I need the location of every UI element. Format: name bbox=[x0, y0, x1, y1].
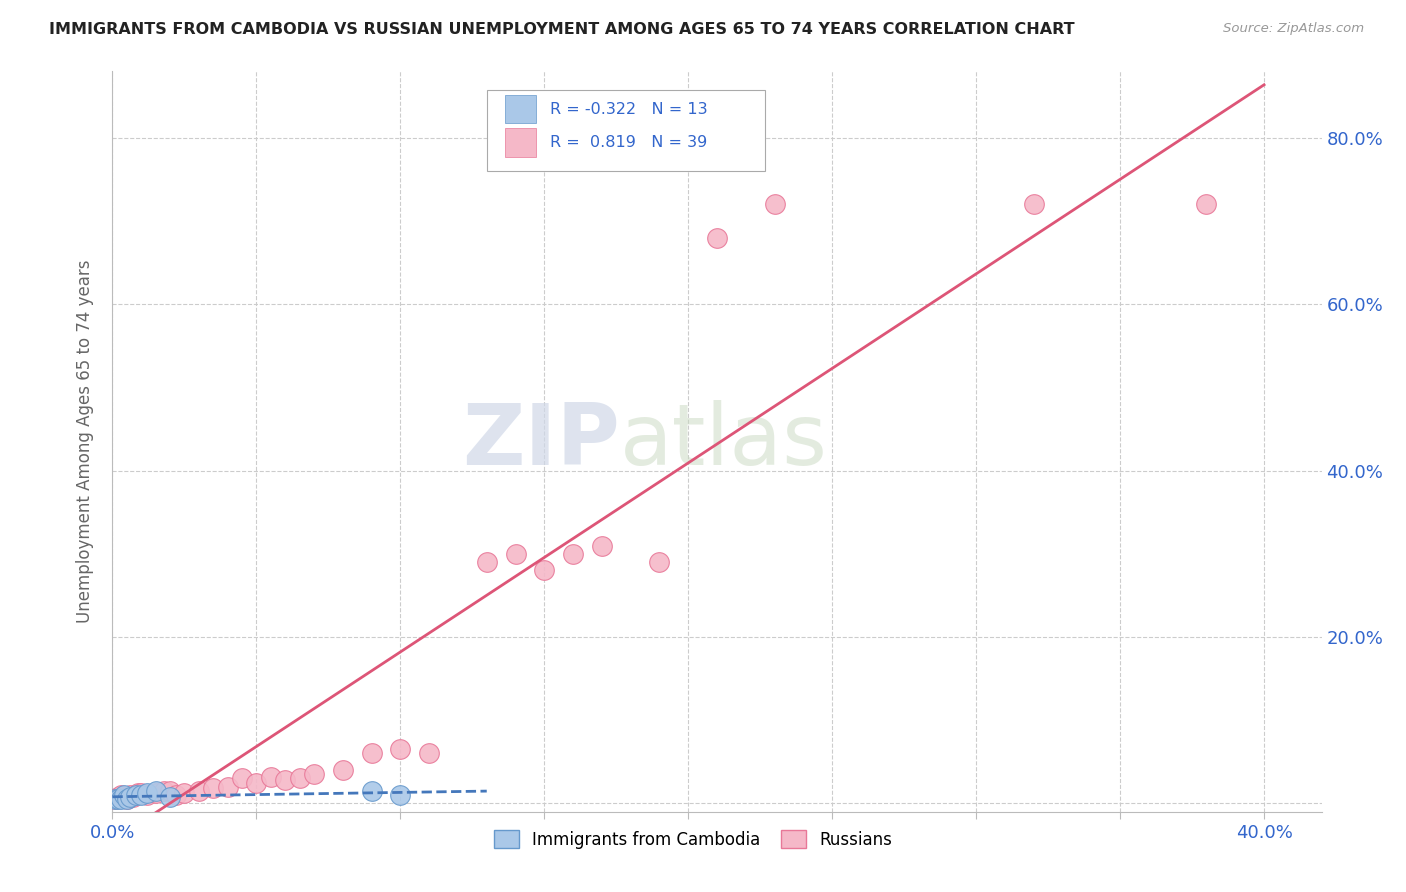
Point bbox=[110, 792, 132, 806]
Y-axis label: Unemployment Among Ages 65 to 74 years: Unemployment Among Ages 65 to 74 years bbox=[76, 260, 94, 624]
Point bbox=[112, 788, 135, 802]
Point bbox=[165, 788, 187, 802]
Point bbox=[302, 767, 325, 781]
Point bbox=[136, 786, 159, 800]
Text: R =  0.819   N = 39: R = 0.819 N = 39 bbox=[550, 135, 707, 150]
Point bbox=[118, 788, 141, 802]
Point bbox=[136, 788, 159, 802]
Point bbox=[706, 231, 728, 245]
FancyBboxPatch shape bbox=[506, 95, 536, 123]
Point bbox=[115, 792, 138, 806]
Point bbox=[274, 773, 297, 788]
FancyBboxPatch shape bbox=[488, 90, 765, 171]
Point bbox=[1022, 197, 1045, 211]
Text: Source: ZipAtlas.com: Source: ZipAtlas.com bbox=[1223, 22, 1364, 36]
Text: IMMIGRANTS FROM CAMBODIA VS RUSSIAN UNEMPLOYMENT AMONG AGES 65 TO 74 YEARS CORRE: IMMIGRANTS FROM CAMBODIA VS RUSSIAN UNEM… bbox=[49, 22, 1074, 37]
Point bbox=[121, 789, 143, 804]
Point bbox=[418, 747, 440, 761]
Text: R = -0.322   N = 13: R = -0.322 N = 13 bbox=[550, 102, 707, 117]
Point bbox=[202, 781, 225, 796]
Point bbox=[389, 788, 412, 802]
Point bbox=[389, 742, 412, 756]
Point bbox=[159, 784, 181, 798]
Text: ZIP: ZIP bbox=[463, 400, 620, 483]
Text: atlas: atlas bbox=[620, 400, 828, 483]
Point bbox=[107, 792, 129, 806]
FancyBboxPatch shape bbox=[506, 128, 536, 156]
Point bbox=[104, 792, 127, 806]
Point bbox=[562, 547, 585, 561]
Legend: Immigrants from Cambodia, Russians: Immigrants from Cambodia, Russians bbox=[488, 823, 898, 855]
Point bbox=[104, 792, 127, 806]
Point bbox=[591, 539, 613, 553]
Point bbox=[129, 786, 152, 800]
Point bbox=[129, 788, 152, 802]
Point bbox=[260, 770, 283, 784]
Point bbox=[145, 784, 167, 798]
Point bbox=[124, 788, 146, 802]
Point bbox=[332, 763, 354, 777]
Point bbox=[107, 789, 129, 804]
Point bbox=[360, 784, 382, 798]
Point bbox=[173, 786, 195, 800]
Point bbox=[763, 197, 786, 211]
Point bbox=[153, 784, 176, 798]
Point bbox=[127, 786, 149, 800]
Point bbox=[648, 555, 671, 569]
Point bbox=[533, 564, 555, 578]
Point bbox=[124, 788, 146, 802]
Point bbox=[115, 792, 138, 806]
Point bbox=[112, 789, 135, 804]
Point bbox=[360, 747, 382, 761]
Point bbox=[505, 547, 527, 561]
Point bbox=[475, 555, 498, 569]
Point bbox=[231, 772, 253, 786]
Point bbox=[145, 786, 167, 800]
Point bbox=[288, 772, 311, 786]
Point bbox=[187, 784, 209, 798]
Point bbox=[159, 789, 181, 804]
Point bbox=[118, 789, 141, 804]
Point bbox=[1195, 197, 1218, 211]
Point bbox=[217, 780, 239, 794]
Point bbox=[245, 775, 267, 789]
Point bbox=[110, 788, 132, 802]
